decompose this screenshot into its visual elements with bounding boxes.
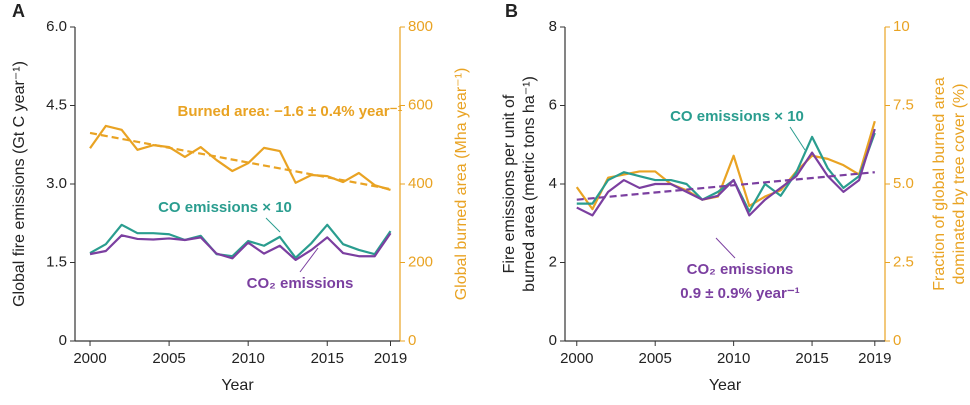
y2-tick-label: 0 xyxy=(893,332,901,349)
x-tick-label: 2005 xyxy=(152,350,185,367)
y2-tick-label: 0 xyxy=(408,332,416,349)
y2-tick-label: 200 xyxy=(408,253,433,270)
y2-tick-label: 5.0 xyxy=(893,175,914,192)
series-label: CO₂ emissions xyxy=(247,275,354,292)
trend-label: Burned area: −1.6 ± 0.4% year⁻¹ xyxy=(177,103,402,120)
y2-tick-label: 600 xyxy=(408,96,433,113)
leader-line xyxy=(715,237,736,259)
y-axis-label: Global fire emissions (Gt C year⁻¹) xyxy=(11,61,28,307)
x-tick-label: 2015 xyxy=(311,350,344,367)
y-axis-label: Fire emissions per unit of xyxy=(501,94,518,273)
x-tick-label: 2010 xyxy=(717,350,750,367)
series-line xyxy=(576,128,876,217)
y-tick-label: 0 xyxy=(549,332,557,349)
y-tick-label: 6.0 xyxy=(46,18,67,35)
y-tick-label: 0 xyxy=(59,332,67,349)
leader-line xyxy=(789,126,806,151)
x-tick-label: 2010 xyxy=(231,350,264,367)
y2-axis-label: Global burned area (Mha year⁻¹) xyxy=(453,68,470,301)
series-line xyxy=(89,232,392,261)
y2-tick-label: 10 xyxy=(893,18,910,35)
x-tick-label: 2015 xyxy=(795,350,828,367)
y2-tick-label: 800 xyxy=(408,18,433,35)
x-tick-label: 2000 xyxy=(73,350,106,367)
panel-label: A xyxy=(12,1,25,21)
y2-tick-label: 2.5 xyxy=(893,253,914,270)
y-tick-label: 3.0 xyxy=(46,175,67,192)
leader-line xyxy=(265,217,281,233)
x-tick-label: 2005 xyxy=(639,350,672,367)
y2-tick-label: 7.5 xyxy=(893,96,914,113)
x-tick-label: 2019 xyxy=(374,350,407,367)
trend-line xyxy=(89,131,391,191)
panel-label: B xyxy=(505,1,518,21)
y2-tick-label: 400 xyxy=(408,175,433,192)
leader-line xyxy=(299,247,319,273)
x-tick-label: 2019 xyxy=(858,350,891,367)
y-tick-label: 2 xyxy=(549,253,557,270)
series-line xyxy=(575,120,876,211)
y-tick-label: 4.5 xyxy=(46,96,67,113)
series-line xyxy=(576,132,876,213)
series-label: CO₂ emissions xyxy=(687,261,794,278)
y-tick-label: 6 xyxy=(549,96,557,113)
y-tick-label: 1.5 xyxy=(46,253,67,270)
series-line xyxy=(89,223,392,259)
y2-axis-label: Fraction of global burned area xyxy=(931,77,948,291)
x-tick-label: 2000 xyxy=(560,350,593,367)
x-axis-label: Year xyxy=(221,377,254,394)
y-tick-label: 4 xyxy=(549,175,557,192)
series-label: CO emissions × 10 xyxy=(158,199,292,216)
y-tick-label: 8 xyxy=(549,18,557,35)
y2-axis-label: dominated by tree cover (%) xyxy=(951,84,968,285)
trend-line xyxy=(576,171,875,201)
y-axis-label: burned area (metric tons ha⁻¹) xyxy=(521,76,538,292)
series-label: CO emissions × 10 xyxy=(670,108,804,125)
x-axis-label: Year xyxy=(709,377,742,394)
trend-label: 0.9 ± 0.9% year⁻¹ xyxy=(680,285,800,302)
series-line xyxy=(89,124,391,191)
